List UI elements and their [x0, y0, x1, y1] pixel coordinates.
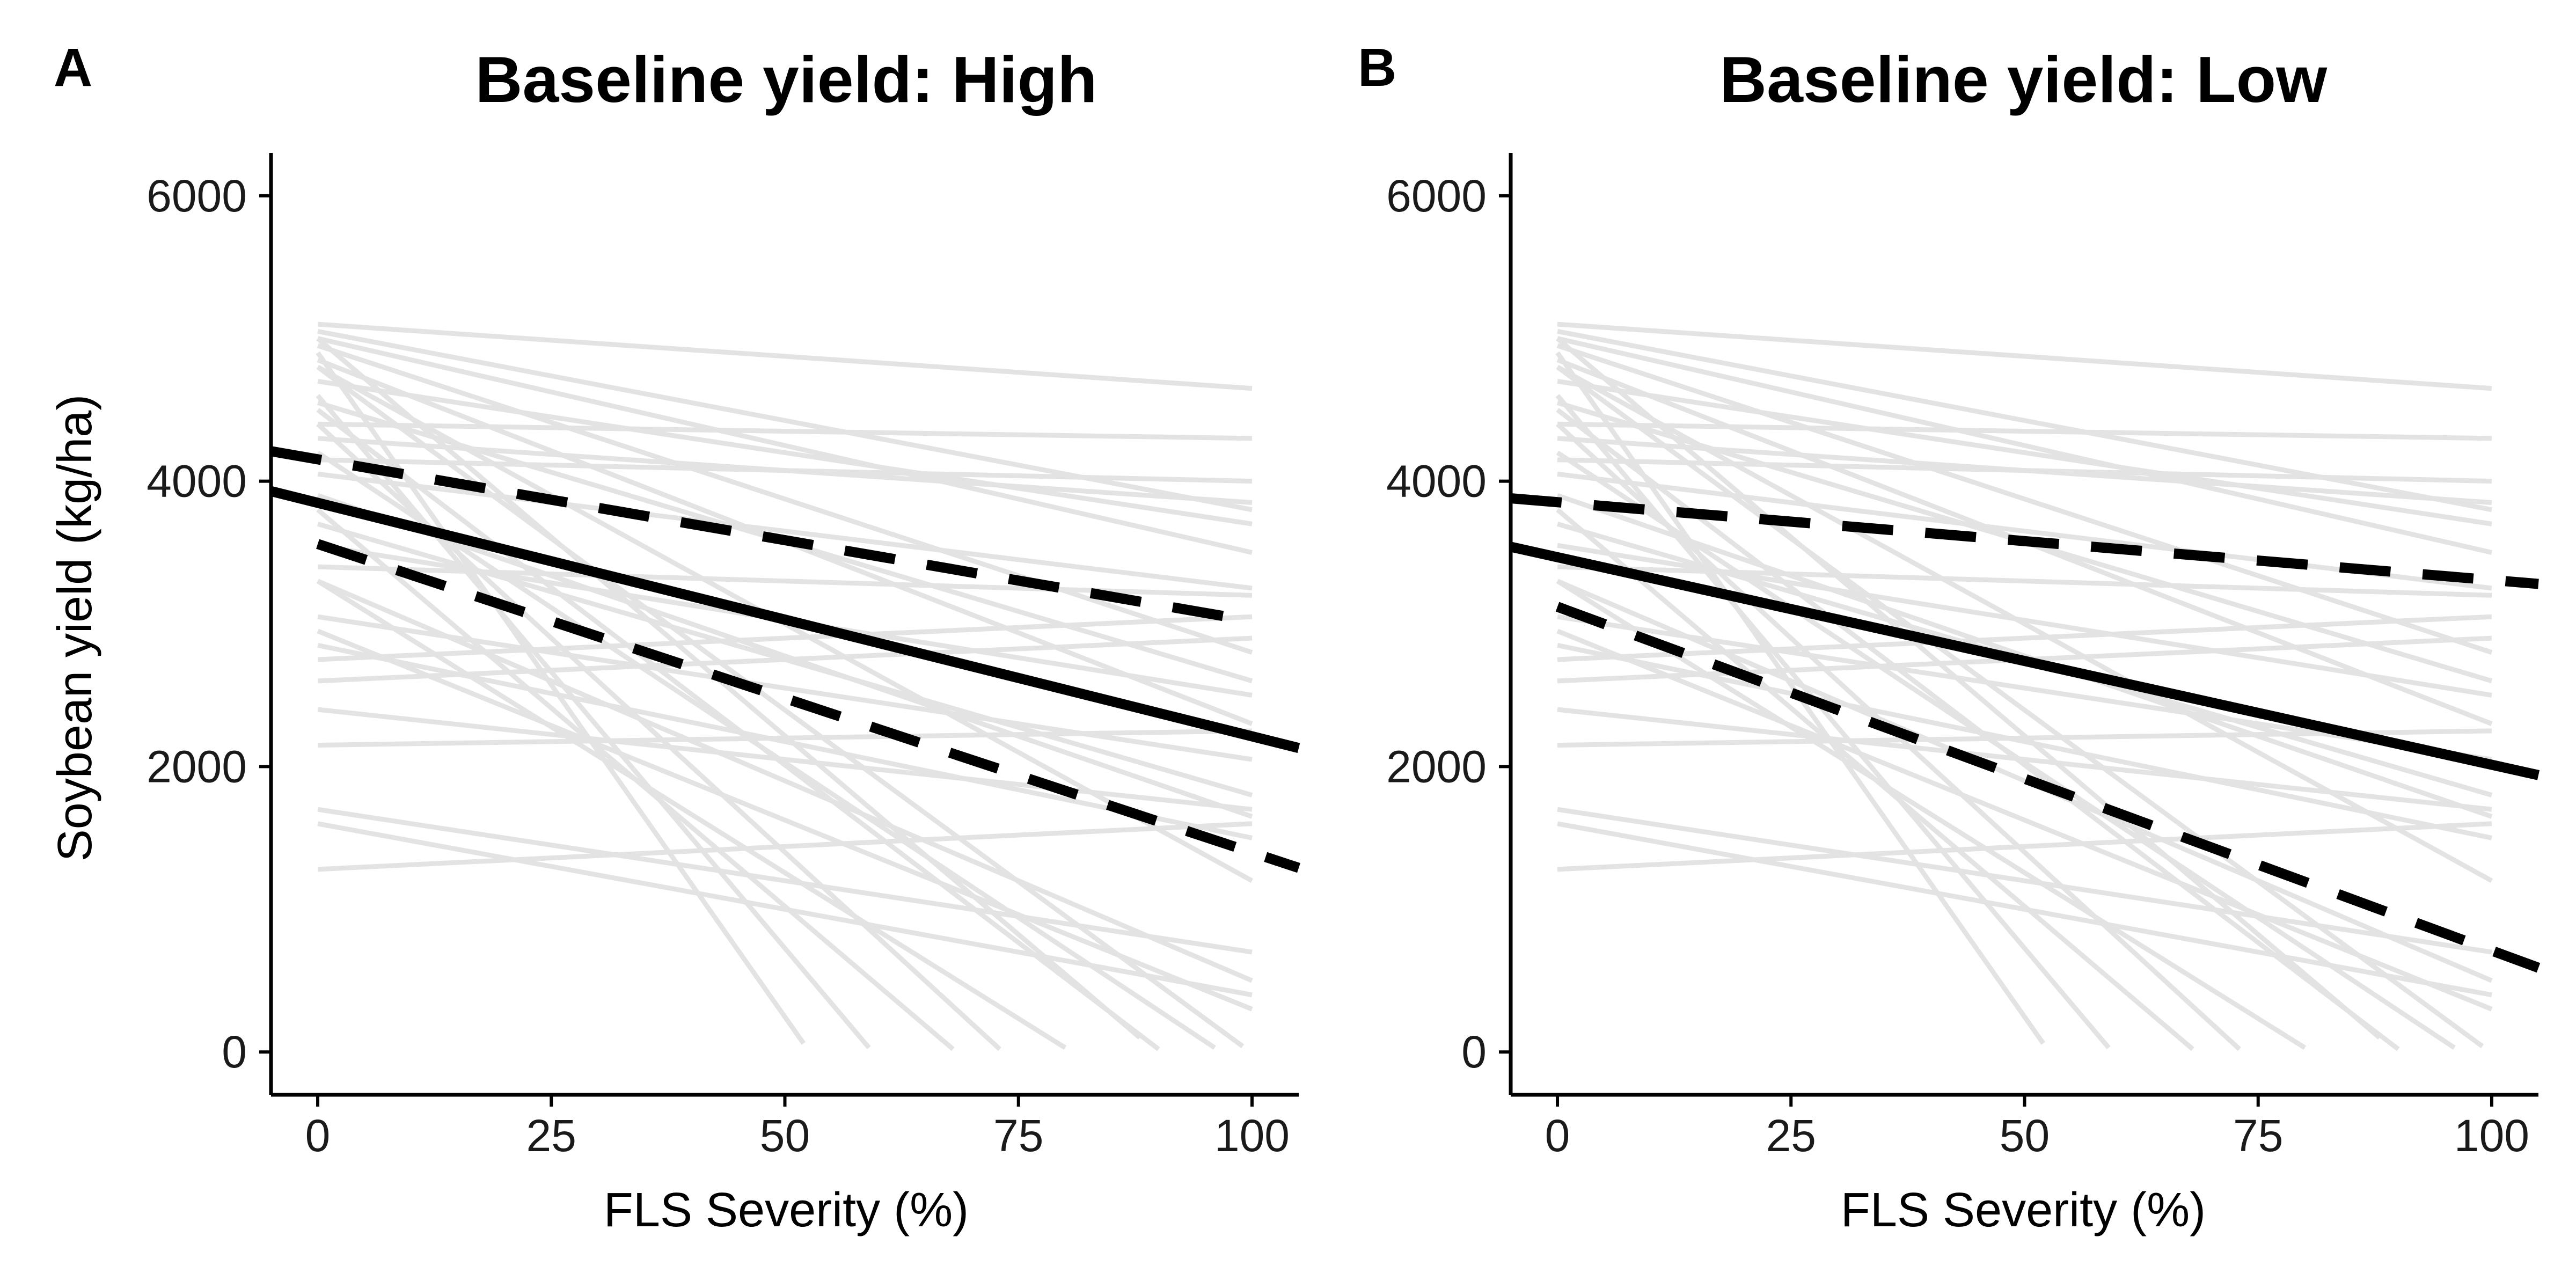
axes-b: 0 25 50 75 100 0 2000 4000 6000	[1386, 153, 2538, 1161]
study-line	[1556, 628, 2493, 1012]
x-tick-label: 0	[305, 1110, 331, 1161]
upper-confidence-line	[1510, 493, 2539, 589]
y-tick-label: 6000	[1386, 171, 1487, 221]
study-line	[317, 807, 1253, 955]
study-line	[1557, 457, 2492, 484]
mean-fit-line	[1509, 541, 2540, 780]
study-line	[1556, 343, 2493, 655]
study-line	[317, 343, 1253, 655]
y-tick-label: 6000	[147, 171, 247, 221]
study-line	[1557, 336, 2492, 555]
study-line	[316, 450, 1216, 1050]
x-tick-label: 75	[2233, 1110, 2283, 1161]
study-line	[317, 707, 1253, 812]
study-lines-a	[316, 321, 1254, 1051]
panel-title-b: Baseline yield: Low	[1719, 43, 2328, 116]
study-line	[317, 471, 1253, 591]
study-line	[316, 351, 806, 1045]
panel-label-a: A	[54, 38, 92, 98]
x-tick-label: 25	[1766, 1110, 1816, 1161]
study-line	[1556, 579, 2493, 983]
y-tick-label: 2000	[1386, 741, 1487, 792]
lower-confidence-line	[316, 539, 1300, 873]
axes-a: 0 25 50 75 100 0 2000 4000 6000	[147, 153, 1299, 1161]
study-line	[317, 614, 1253, 662]
study-line	[1557, 379, 2492, 526]
study-line	[1557, 321, 2492, 391]
study-line	[1556, 336, 2381, 1040]
study-line	[1557, 471, 2492, 591]
x-tick-label: 0	[1545, 1110, 1570, 1161]
x-tick-label: 50	[760, 1110, 810, 1161]
study-line	[317, 579, 1253, 983]
study-lines-b	[1555, 321, 2493, 1051]
study-line	[317, 821, 1253, 872]
x-axis-title-b: FLS Severity (%)	[1841, 1183, 2206, 1237]
mean-fit-line	[269, 486, 1300, 753]
study-line	[1557, 614, 2492, 662]
x-tick-label: 100	[1214, 1110, 1290, 1161]
study-line	[317, 635, 1253, 684]
study-line	[316, 365, 1245, 1049]
study-line	[317, 336, 1253, 555]
x-tick-label: 25	[526, 1110, 576, 1161]
y-axis-title: Soybean yield (kg/ha)	[48, 394, 102, 862]
x-axis-title-a: FLS Severity (%)	[604, 1183, 969, 1237]
panel-label-b: B	[1358, 38, 1396, 98]
study-line	[1555, 394, 2111, 1050]
lower-confidence-line	[1555, 602, 2541, 973]
study-line	[1556, 365, 2484, 1049]
panel-a: A Baseline yield: High 0 25 50 75 100 0 2000 40…	[48, 38, 1300, 1237]
fit-lines-b	[1509, 493, 2541, 973]
study-line	[1556, 579, 2307, 1050]
study-line	[317, 379, 1253, 526]
study-line	[1557, 821, 2492, 872]
y-tick-label: 2000	[147, 741, 247, 792]
study-line	[317, 421, 1253, 441]
y-tick-label: 0	[222, 1027, 247, 1077]
study-line	[1556, 450, 2456, 1050]
y-tick-label: 4000	[147, 456, 247, 507]
study-line	[317, 628, 1253, 1012]
fit-lines-a	[269, 446, 1300, 873]
panel-b: B Baseline yield: Low 0 25 50 75 100 0 2000 400…	[1358, 38, 2541, 1237]
study-line	[317, 493, 1253, 819]
study-line	[1557, 807, 2492, 955]
y-tick-label: 4000	[1386, 456, 1487, 507]
x-tick-label: 75	[993, 1110, 1043, 1161]
study-line	[317, 321, 1253, 391]
study-line	[1557, 421, 2492, 441]
panel-title-a: Baseline yield: High	[475, 43, 1097, 116]
study-line	[1557, 707, 2492, 812]
x-tick-label: 100	[2454, 1110, 2529, 1161]
y-tick-label: 0	[1461, 1027, 1487, 1077]
study-line	[316, 336, 1141, 1040]
study-line	[317, 457, 1253, 484]
study-line	[316, 579, 1067, 1050]
x-tick-label: 50	[2000, 1110, 2050, 1161]
study-line	[316, 394, 871, 1050]
